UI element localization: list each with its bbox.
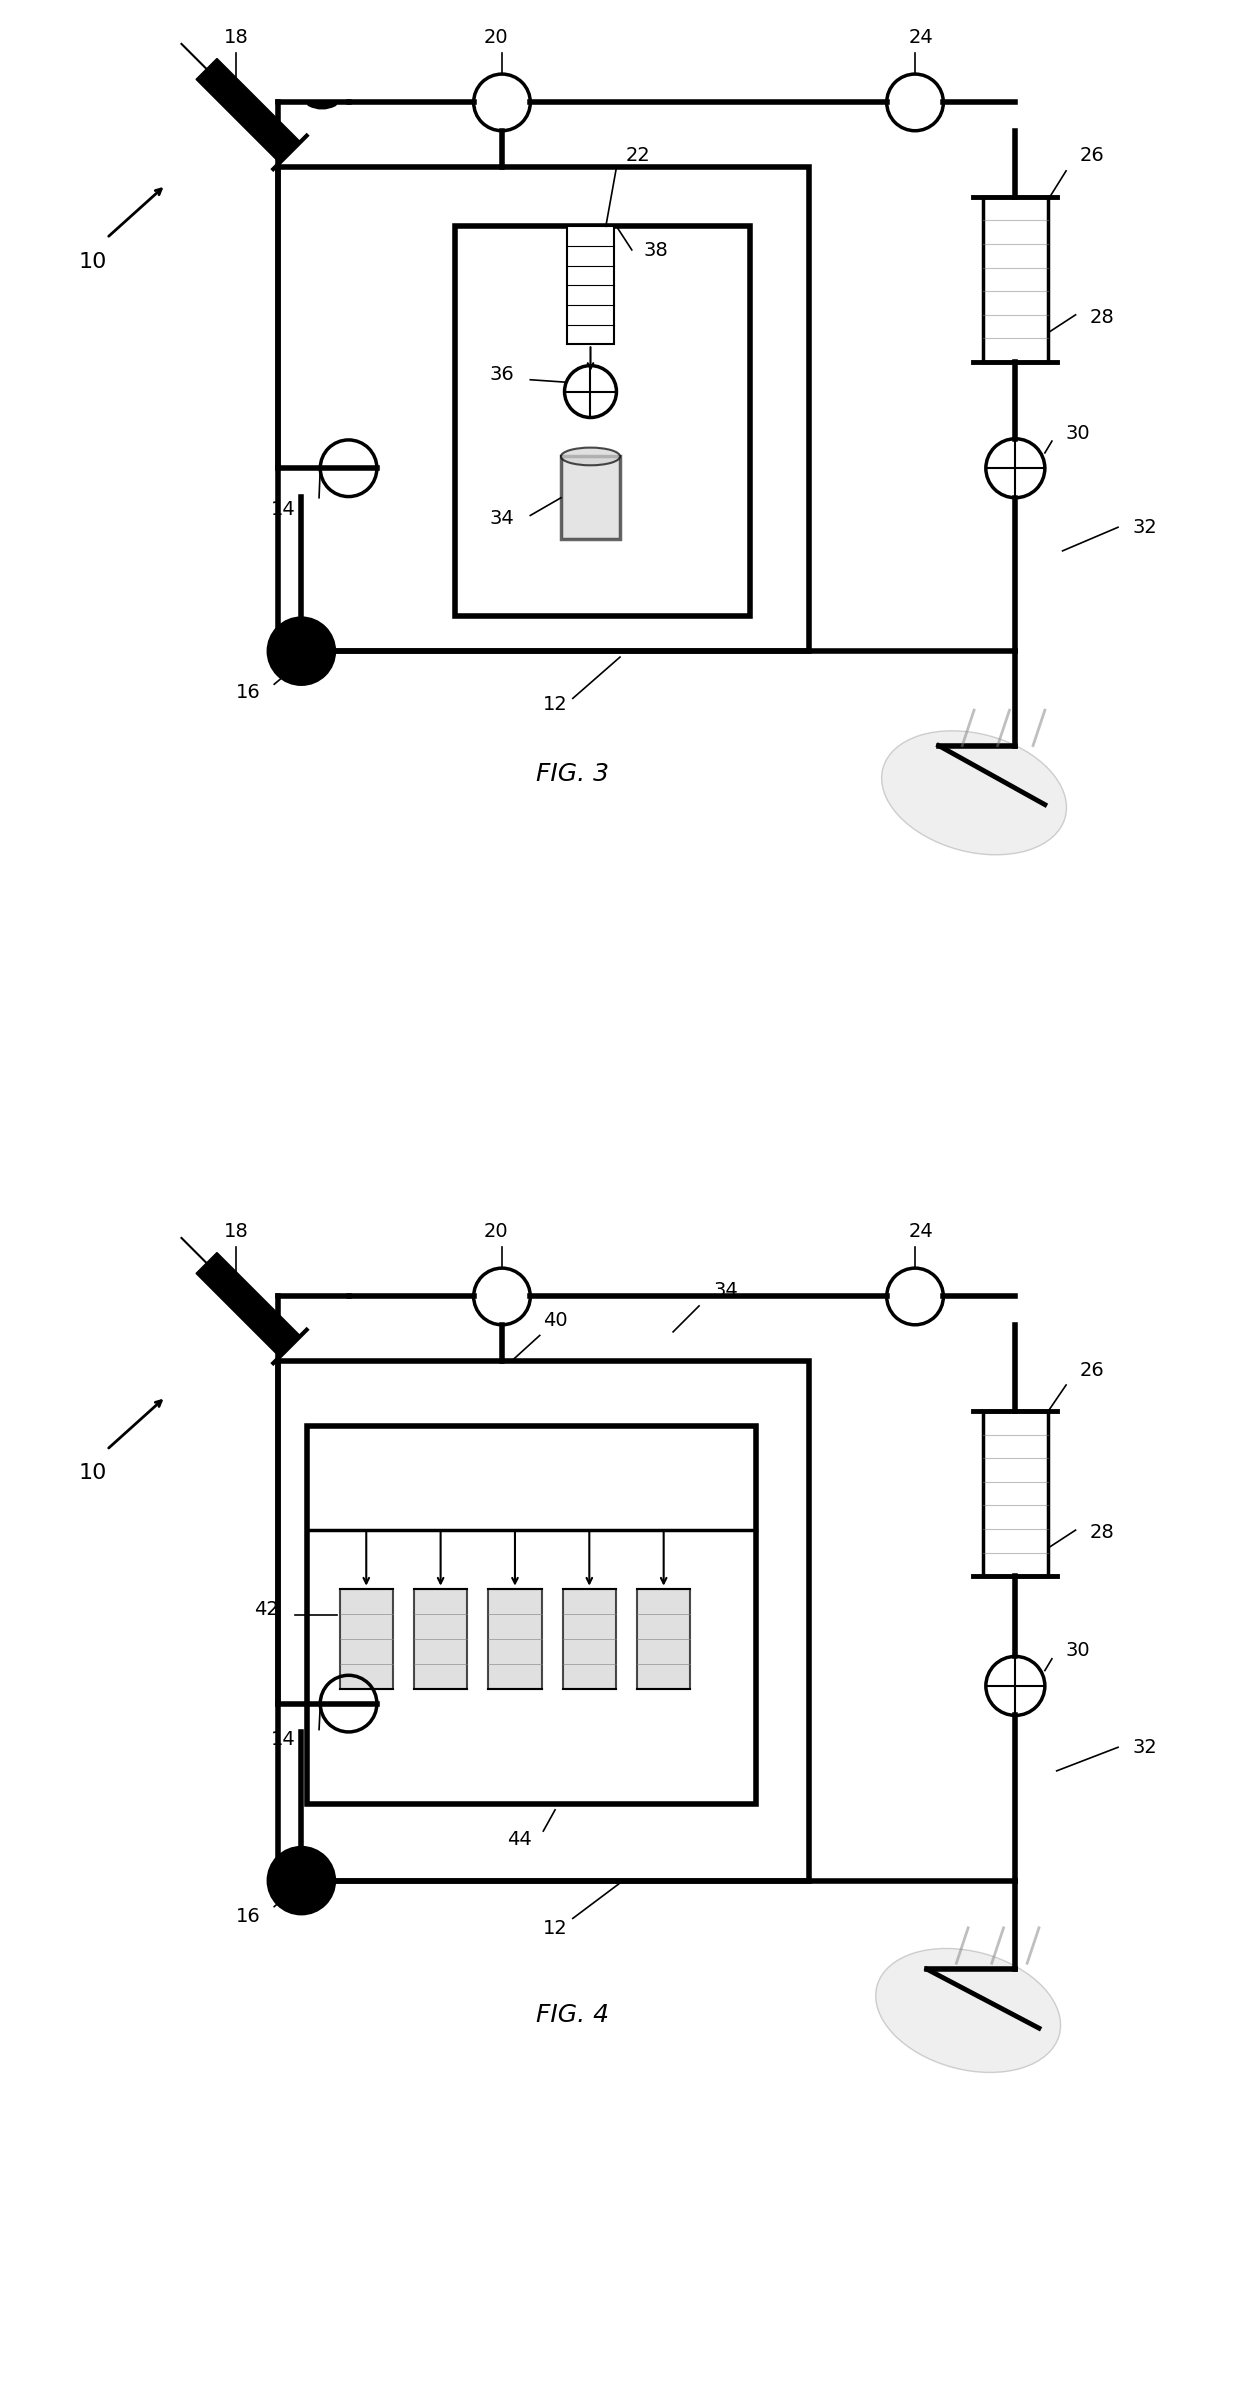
Bar: [983, 197, 1048, 363]
Text: 18: 18: [224, 1223, 249, 1242]
Text: 10: 10: [78, 252, 107, 271]
Text: 32: 32: [1133, 1739, 1158, 1758]
Text: 12: 12: [543, 1919, 568, 1938]
Bar: [563, 1588, 616, 1689]
Text: 28: 28: [1089, 307, 1114, 327]
Text: 20: 20: [484, 1223, 508, 1242]
Text: 30: 30: [1065, 423, 1090, 442]
Text: 30: 30: [1065, 1641, 1090, 1660]
Bar: [455, 226, 750, 615]
Text: 40: 40: [543, 1311, 568, 1331]
Text: 36: 36: [490, 365, 515, 384]
Text: 10: 10: [78, 1463, 107, 1484]
Polygon shape: [196, 58, 300, 163]
Text: 24: 24: [909, 29, 934, 48]
Bar: [567, 226, 614, 343]
Circle shape: [268, 1847, 335, 1914]
Bar: [983, 1410, 1048, 1576]
Bar: [340, 1588, 393, 1689]
Text: 12: 12: [543, 694, 568, 713]
Bar: [637, 1588, 691, 1689]
Text: 16: 16: [236, 685, 260, 701]
Text: 22: 22: [625, 147, 650, 166]
Text: FIG. 4: FIG. 4: [536, 2003, 609, 2027]
Ellipse shape: [560, 447, 620, 466]
Bar: [278, 1362, 808, 1881]
Text: 18: 18: [224, 29, 249, 48]
Text: FIG. 3: FIG. 3: [536, 761, 609, 785]
Text: 14: 14: [272, 500, 296, 519]
Text: 34: 34: [714, 1280, 739, 1299]
Text: 16: 16: [236, 1907, 260, 1926]
Text: 26: 26: [1080, 147, 1105, 166]
Text: 38: 38: [644, 240, 668, 259]
Polygon shape: [196, 1251, 300, 1357]
Bar: [278, 168, 808, 651]
Text: 28: 28: [1089, 1523, 1114, 1542]
Bar: [308, 1427, 755, 1804]
Bar: [489, 1588, 542, 1689]
Ellipse shape: [882, 730, 1066, 855]
Text: 26: 26: [1080, 1360, 1105, 1379]
Text: 42: 42: [253, 1600, 278, 1619]
Text: 14: 14: [272, 1729, 296, 1749]
Ellipse shape: [875, 1948, 1060, 2073]
Circle shape: [268, 617, 335, 685]
Bar: [414, 1588, 467, 1689]
Text: 34: 34: [490, 509, 515, 528]
Text: 20: 20: [484, 29, 508, 48]
Bar: [560, 456, 620, 538]
Text: 24: 24: [909, 1223, 934, 1242]
Text: 44: 44: [507, 1830, 532, 1850]
Text: 32: 32: [1133, 519, 1158, 538]
